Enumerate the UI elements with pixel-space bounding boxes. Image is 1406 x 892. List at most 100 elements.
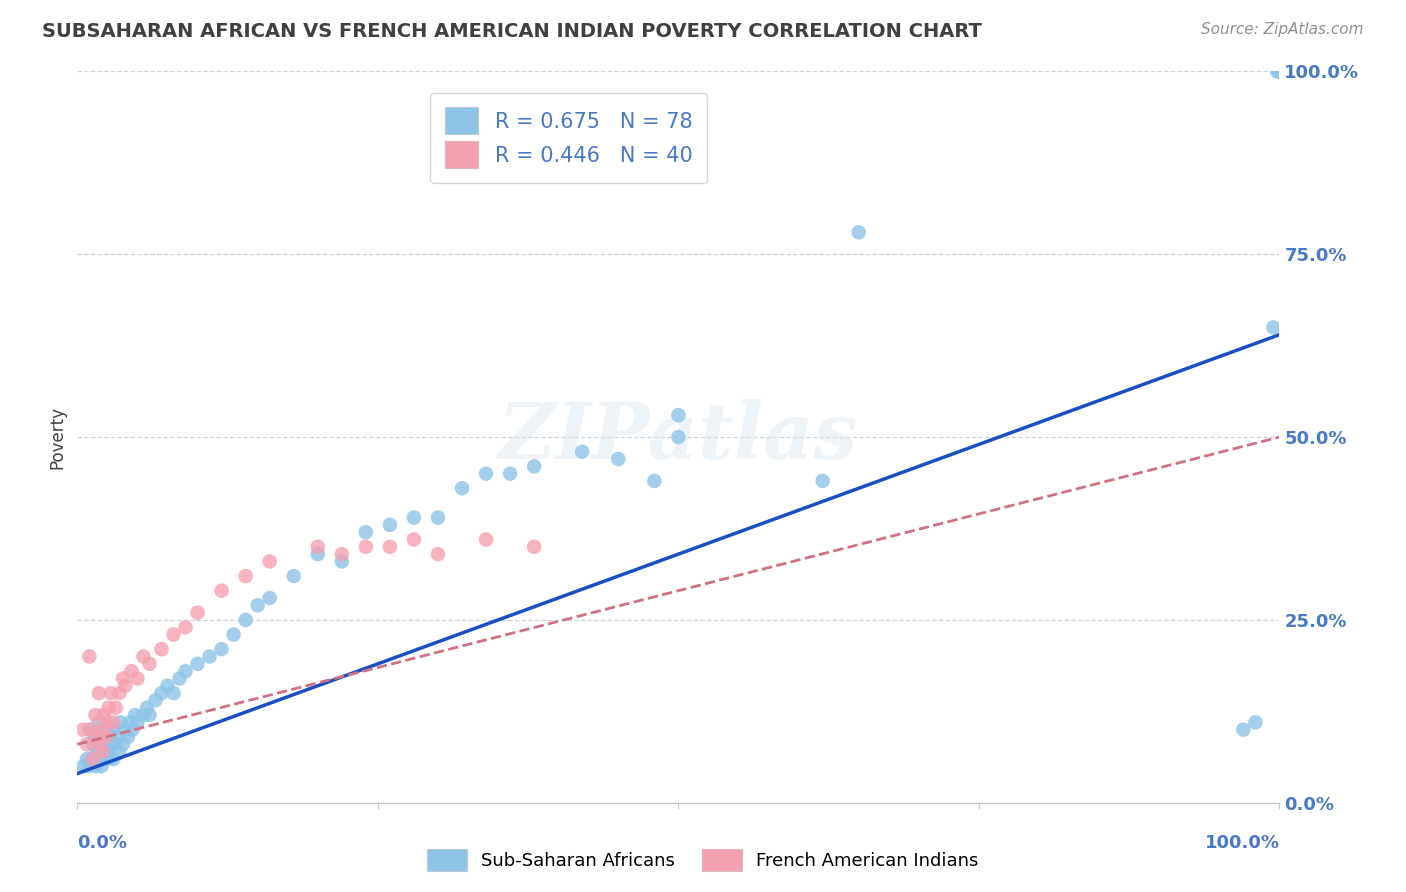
Point	[1268, 64, 1291, 78]
Point	[150, 686, 173, 700]
Point	[138, 708, 160, 723]
Point	[127, 672, 149, 686]
Point	[79, 649, 101, 664]
Point	[120, 664, 142, 678]
Legend: Sub-Saharan Africans, French American Indians: Sub-Saharan Africans, French American In…	[420, 842, 986, 879]
Point	[114, 723, 136, 737]
Point	[132, 708, 155, 723]
Point	[283, 569, 305, 583]
Point	[90, 759, 112, 773]
Point	[132, 649, 155, 664]
Point	[104, 700, 127, 714]
Point	[120, 715, 142, 730]
Point	[246, 599, 269, 613]
Point	[1268, 64, 1291, 78]
Point	[110, 715, 132, 730]
Point	[82, 752, 104, 766]
Point	[451, 481, 474, 495]
Point	[90, 737, 112, 751]
Y-axis label: Poverty: Poverty	[48, 406, 66, 468]
Point	[156, 679, 179, 693]
Point	[96, 752, 118, 766]
Point	[1263, 320, 1285, 334]
Point	[307, 540, 329, 554]
Point	[1265, 64, 1288, 78]
Point	[124, 708, 146, 723]
Point	[330, 554, 353, 568]
Point	[162, 627, 184, 641]
Point	[111, 737, 134, 751]
Point	[138, 657, 160, 671]
Point	[523, 459, 546, 474]
Text: 0.0%: 0.0%	[77, 834, 128, 852]
Point	[187, 606, 209, 620]
Point	[103, 723, 125, 737]
Point	[94, 752, 117, 766]
Point	[475, 467, 498, 481]
Point	[93, 745, 115, 759]
Point	[86, 745, 108, 759]
Point	[114, 679, 136, 693]
Point	[87, 752, 110, 766]
Point	[523, 540, 546, 554]
Point	[97, 700, 120, 714]
Point	[96, 730, 118, 744]
Point	[211, 583, 233, 598]
Point	[235, 569, 257, 583]
Point	[162, 686, 184, 700]
Point	[96, 723, 118, 737]
Point	[87, 737, 110, 751]
Point	[643, 474, 665, 488]
Point	[150, 642, 173, 657]
Point	[145, 693, 167, 707]
Point	[117, 730, 139, 744]
Point	[169, 672, 191, 686]
Point	[93, 730, 115, 744]
Point	[475, 533, 498, 547]
Point	[127, 715, 149, 730]
Point	[82, 737, 104, 751]
Point	[402, 510, 425, 524]
Point	[607, 452, 630, 467]
Point	[668, 408, 690, 422]
Point	[354, 540, 377, 554]
Point	[103, 752, 125, 766]
Point	[80, 752, 103, 766]
Point	[80, 723, 103, 737]
Point	[76, 737, 98, 751]
Point	[96, 715, 118, 730]
Point	[76, 752, 98, 766]
Point	[330, 547, 353, 561]
Point	[354, 525, 377, 540]
Point	[259, 554, 281, 568]
Point	[84, 759, 107, 773]
Text: SUBSAHARAN AFRICAN VS FRENCH AMERICAN INDIAN POVERTY CORRELATION CHART: SUBSAHARAN AFRICAN VS FRENCH AMERICAN IN…	[42, 22, 981, 41]
Point	[259, 591, 281, 605]
Point	[91, 752, 114, 766]
Point	[98, 730, 121, 744]
Point	[111, 672, 134, 686]
Point	[84, 708, 107, 723]
Point	[96, 737, 118, 751]
Point	[79, 723, 101, 737]
Point	[307, 547, 329, 561]
Point	[1232, 723, 1254, 737]
Point	[1268, 64, 1291, 78]
Point	[499, 467, 522, 481]
Point	[378, 517, 401, 532]
Point	[1244, 715, 1267, 730]
Point	[105, 730, 128, 744]
Point	[427, 547, 450, 561]
Point	[1268, 64, 1291, 78]
Point	[235, 613, 257, 627]
Point	[100, 737, 122, 751]
Point	[211, 642, 233, 657]
Point	[79, 759, 101, 773]
Point	[103, 715, 125, 730]
Point	[848, 225, 870, 239]
Point	[174, 620, 197, 634]
Point	[136, 700, 159, 714]
Point	[72, 759, 94, 773]
Text: ZIPatlas: ZIPatlas	[499, 399, 858, 475]
Point	[378, 540, 401, 554]
